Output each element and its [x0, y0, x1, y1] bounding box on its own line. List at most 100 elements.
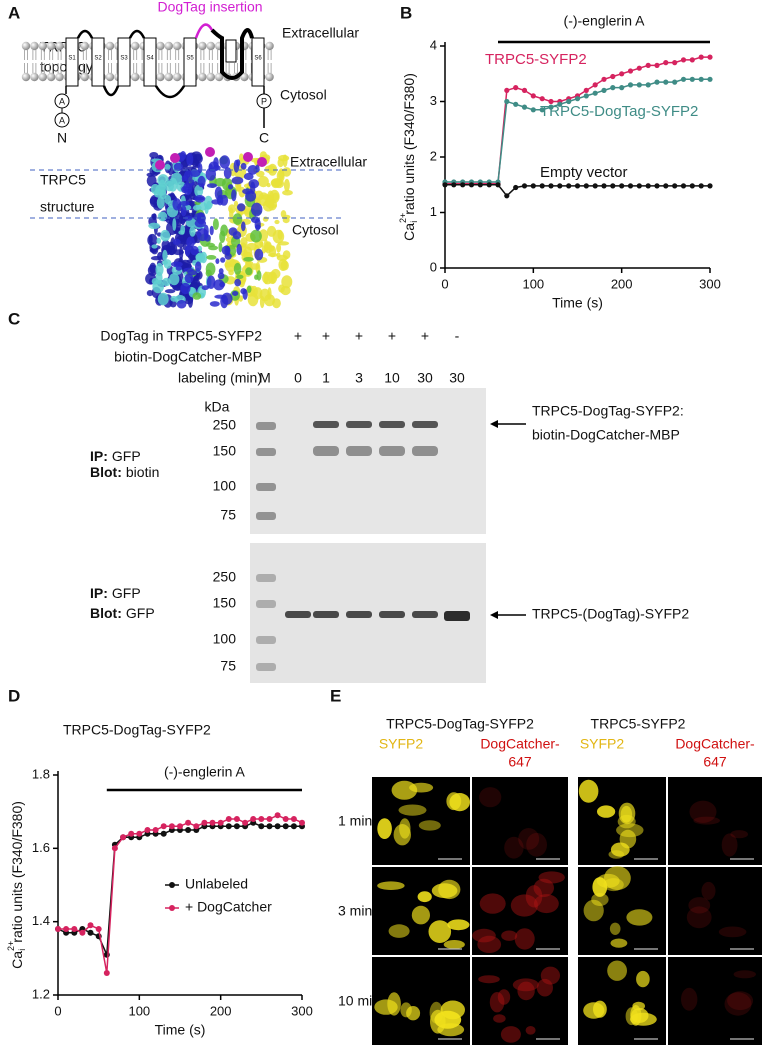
- helix-blob: [149, 247, 157, 253]
- data-point: [152, 827, 159, 833]
- marker-label: 150: [213, 595, 237, 611]
- segment-label: S6: [254, 56, 262, 62]
- faint-cell: [724, 992, 752, 1016]
- helix-blob: [240, 288, 247, 295]
- data-point: [504, 87, 510, 93]
- faint-cell: [504, 836, 524, 859]
- legend-marker: [169, 882, 175, 888]
- chart-title: TRPC5-DogTag-SYFP2: [63, 722, 211, 738]
- y-tick-label: 1: [430, 204, 437, 219]
- data-point: [627, 82, 634, 88]
- structure-title: TRPC5: [40, 172, 86, 188]
- helix-blob: [173, 162, 184, 171]
- lipid-head: [131, 72, 140, 82]
- cell: [430, 1009, 446, 1034]
- lipid-head: [55, 72, 64, 82]
- lipid-head: [38, 72, 47, 82]
- helix-blob: [232, 231, 242, 240]
- data-point: [177, 823, 183, 830]
- data-point: [680, 183, 687, 189]
- helix-blob: [254, 274, 259, 280]
- helix-blob: [236, 274, 244, 279]
- band-label: TRPC5-DogTag-SYFP2:: [532, 403, 684, 419]
- helix-blob: [155, 271, 163, 285]
- row-header: DogTag in TRPC5-SYFP2: [100, 328, 262, 344]
- data-point: [636, 82, 642, 88]
- data-point: [185, 827, 192, 833]
- helix-blob: [250, 181, 256, 195]
- helix: [91, 37, 105, 87]
- structure-title: structure: [40, 199, 95, 215]
- helix-blob: [209, 301, 220, 307]
- helix-blob: [205, 167, 216, 181]
- helix-blob: [255, 164, 260, 173]
- helix-blob: [195, 261, 202, 273]
- band: [313, 611, 339, 618]
- helix-blob: [228, 184, 234, 190]
- cell: [417, 891, 432, 903]
- helix-blob: [157, 211, 168, 222]
- helix-blob: [283, 178, 290, 192]
- helix-blob: [233, 200, 239, 207]
- helix-blob: [194, 219, 207, 228]
- lane-symbol: +: [322, 328, 330, 344]
- helix-blob: [217, 272, 225, 280]
- panel-letter: A: [8, 3, 20, 22]
- data-point: [201, 819, 208, 826]
- panel-letter: C: [8, 309, 20, 328]
- helix-blob: [164, 289, 176, 294]
- series-label: TRPC5-SYFP2: [485, 51, 587, 68]
- lipid-head: [47, 41, 56, 51]
- helix-blob: [270, 268, 281, 279]
- data-point: [521, 104, 528, 110]
- faint-cell: [534, 894, 559, 914]
- faint-cell: [688, 897, 711, 914]
- y-axis-label: Ca2+i ratio units (F340/F380): [398, 73, 419, 241]
- blot-key: Blot:: [90, 464, 122, 480]
- data-point: [672, 183, 678, 189]
- data-point: [610, 183, 616, 189]
- legend-label: + DogCatcher: [185, 899, 272, 915]
- data-point: [258, 816, 265, 822]
- helix-blob: [180, 205, 187, 217]
- data-point: [242, 819, 249, 826]
- data-point: [530, 183, 536, 189]
- data-point: [539, 183, 545, 189]
- faint-cell: [525, 1026, 536, 1035]
- segment-label: S1: [68, 56, 76, 62]
- panel-a: A DogTag insertion Extracellular Cytosol…: [8, 0, 367, 309]
- unit-label: kDa: [205, 399, 230, 415]
- data-point: [601, 87, 607, 93]
- helix-blob: [189, 226, 196, 237]
- y-label-part: ratio units (F340/F380): [401, 73, 417, 215]
- marker-band: [256, 512, 276, 520]
- channel-label: SYFP2: [580, 736, 625, 752]
- data-point: [592, 90, 598, 96]
- lane-symbol: +: [294, 328, 302, 344]
- helix-blob: [267, 287, 272, 300]
- data-point: [663, 79, 669, 85]
- group-title: TRPC5-SYFP2: [591, 716, 686, 732]
- micrograph: [668, 777, 762, 865]
- data-point: [225, 816, 232, 822]
- faint-cell: [718, 926, 747, 938]
- data-point: [619, 183, 625, 189]
- faint-cell: [689, 800, 717, 823]
- data-point: [266, 816, 273, 822]
- helix-blob: [246, 285, 252, 293]
- helix-blob: [272, 298, 281, 309]
- faint-cell: [510, 894, 538, 917]
- marker-band: [256, 574, 276, 582]
- cell: [616, 823, 644, 838]
- lane-label: 1: [322, 370, 330, 386]
- data-point: [168, 823, 175, 830]
- helix-blob: [214, 186, 223, 201]
- lane-label: M: [259, 370, 271, 386]
- helix-blob: [236, 243, 242, 256]
- helix-blob: [264, 196, 275, 208]
- helix-blob: [189, 169, 201, 178]
- residue-label: P: [261, 96, 267, 106]
- cell: [626, 909, 653, 926]
- data-point: [282, 823, 289, 830]
- blot-label: Blot: GFP: [90, 605, 155, 621]
